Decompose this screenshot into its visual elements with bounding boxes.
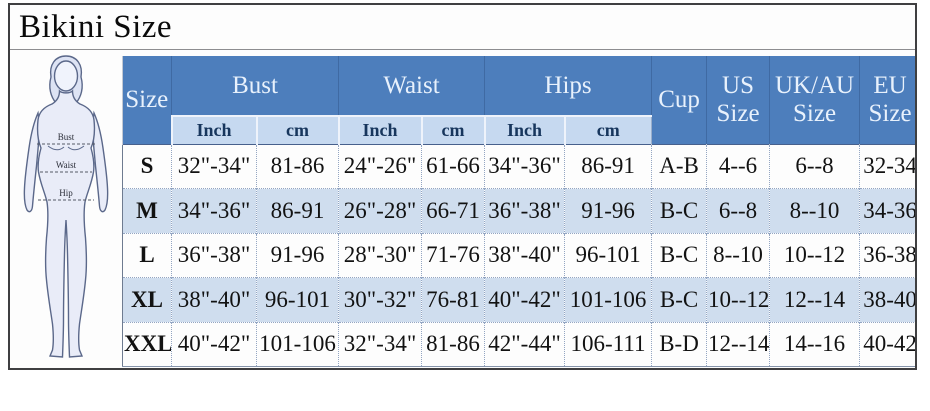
table-cell-waist_inch: 28"-30" — [338, 232, 422, 278]
table-cell-waist_cm: 61-66 — [421, 144, 485, 189]
row-size-label: L — [122, 232, 172, 278]
table-cell-waist_inch: 24"-26" — [338, 144, 422, 189]
table-cell-us_size: 10--12 — [706, 277, 770, 322]
row-size-label: S — [140, 153, 154, 179]
col-header-ukau-size: UK/AU Size — [769, 56, 860, 144]
table-cell-bust_cm: 81-86 — [255, 144, 339, 189]
table-cell-hips_cm: 91-96 — [564, 188, 652, 233]
table-cell-cup: B-C — [651, 188, 707, 233]
table-cell-us_size: 12--14 — [706, 321, 770, 367]
table-cell-hips_inch: 38"-40" — [484, 232, 565, 278]
table-cell-bust_inch: 38"-40" — [171, 277, 257, 322]
row-size-label: M — [122, 188, 172, 233]
table-cell-eu_size: 32-34 — [859, 144, 915, 189]
table-cell-hips_cm: 86-91 — [564, 144, 652, 189]
table-cell-bust_inch: 34"-36" — [171, 188, 257, 233]
table-cell-ukau_size: 14--16 — [769, 321, 860, 367]
title-band: Bikini Size — [10, 5, 915, 50]
table-cell-us_size: 6--8 — [706, 188, 770, 233]
woman-figure-illustration: Bust Waist Hip — [23, 55, 109, 358]
figure-head — [53, 60, 79, 92]
table-cell-bust_cm: 86-91 — [255, 188, 339, 233]
table-cell-ukau_size: 12--14 — [769, 277, 860, 322]
table-row: S 32"-34" 81-86 24"-26" 61-66 34"-36" 86-91 A-B… — [122, 144, 915, 189]
table-cell-bust_inch: 40"-42" — [171, 321, 257, 367]
table-cell-us_size: 4--6 — [706, 144, 770, 189]
size-table: Size Bust Waist Hips Cup US Size UK/AU S… — [122, 56, 915, 367]
col-header-waist: Waist — [338, 56, 485, 116]
table-cell-hips_inch: 34"-36" — [484, 144, 565, 189]
table-cell-eu_size: 38-40 — [859, 277, 915, 322]
table-row: L 36"-38" 91-96 28"-30" 71-76 38"-40" 96-101 B-… — [122, 232, 915, 278]
table-row: M 34"-36" 86-91 26"-28" 66-71 36"-38" 91-96 B-C… — [122, 188, 915, 233]
table-cell-eu_size: 34-36 — [859, 188, 915, 233]
table-cell-waist_cm: 66-71 — [421, 188, 485, 233]
table-cell-hips_cm: 106-111 — [564, 321, 652, 367]
col-header-cup: Cup — [651, 56, 707, 144]
subheader-waist-inch: Inch — [337, 115, 422, 144]
table-cell-hips_cm: 101-106 — [564, 277, 652, 322]
table-cell-ukau_size: 8--10 — [769, 188, 860, 233]
row-size-label: XL — [122, 277, 172, 322]
row-size-label: XXL — [122, 321, 172, 367]
table-cell-cup: B-D — [651, 321, 707, 367]
hip-measure-label: Hip — [59, 188, 73, 198]
table-cell-waist_inch: 30"-32" — [338, 277, 422, 322]
col-header-eu-size: EU Size — [859, 56, 915, 144]
table-cell-eu_size: 40-42 — [859, 321, 915, 367]
table-row: XL 38"-40" 96-101 30"-32" 76-81 40"-42" 101-10… — [122, 277, 915, 322]
col-header-bust: Bust — [170, 56, 339, 116]
table-cell-cup: B-C — [651, 277, 707, 322]
table-cell-hips_cm: 96-101 — [564, 232, 652, 278]
figure-panel: Bust Waist Hip — [10, 50, 122, 368]
table-cell-hips_inch: 42"-44" — [484, 321, 565, 367]
table-cell-waist_cm: 71-76 — [421, 232, 485, 278]
table-cell-bust_cm: 91-96 — [255, 232, 339, 278]
subheader-hips-inch: Inch — [483, 115, 565, 144]
figure-left-arm — [23, 110, 41, 213]
table-cell-bust_inch: 36"-38" — [171, 232, 257, 278]
size-table-body: S 32"-34" 81-86 24"-26" 61-66 34"-36" 86-91 A-B… — [122, 144, 915, 367]
table-cell-bust_cm: 101-106 — [255, 321, 339, 367]
bust-measure-label: Bust — [58, 132, 75, 142]
table-cell-cup: A-B — [651, 144, 707, 189]
table-cell-waist_inch: 26"-28" — [338, 188, 422, 233]
table-row: XXL 40"-42" 101-106 32"-34" 81-86 42"-44" 106-… — [122, 321, 915, 367]
subheader-waist-cm: cm — [420, 115, 485, 144]
figure-bust-contour — [47, 145, 85, 151]
table-cell-cup: B-C — [651, 232, 707, 278]
table-area: Size Bust Waist Hips Cup US Size UK/AU S… — [122, 50, 915, 368]
table-cell-eu_size: 36-38 — [859, 232, 915, 278]
subheader-bust-inch: Inch — [170, 115, 257, 144]
figure-body — [36, 89, 96, 358]
table-cell-ukau_size: 10--12 — [769, 232, 860, 278]
col-header-size: Size — [122, 56, 172, 144]
figure-right-arm — [91, 110, 109, 213]
col-header-hips: Hips — [484, 56, 652, 116]
table-cell-us_size: 8--10 — [706, 232, 770, 278]
page-title: Bikini Size — [19, 8, 173, 45]
content-area: Bust Waist Hip Size Bust Wai — [10, 50, 915, 368]
subheader-hips-cm: cm — [563, 115, 652, 144]
table-cell-hips_inch: 36"-38" — [484, 188, 565, 233]
table-cell-waist_inch: 32"-34" — [338, 321, 422, 367]
table-cell-hips_inch: 40"-42" — [484, 277, 565, 322]
col-header-us-size: US Size — [706, 56, 770, 144]
waist-measure-label: Waist — [56, 160, 77, 170]
table-cell-ukau_size: 6--8 — [769, 144, 860, 189]
chart-frame: Bikini Size — [8, 3, 917, 370]
table-cell-bust_inch: 32"-34" — [171, 144, 257, 189]
table-cell-waist_cm: 81-86 — [421, 321, 485, 367]
table-cell-waist_cm: 76-81 — [421, 277, 485, 322]
table-cell-bust_cm: 96-101 — [255, 277, 339, 322]
subheader-bust-cm: cm — [255, 115, 339, 144]
